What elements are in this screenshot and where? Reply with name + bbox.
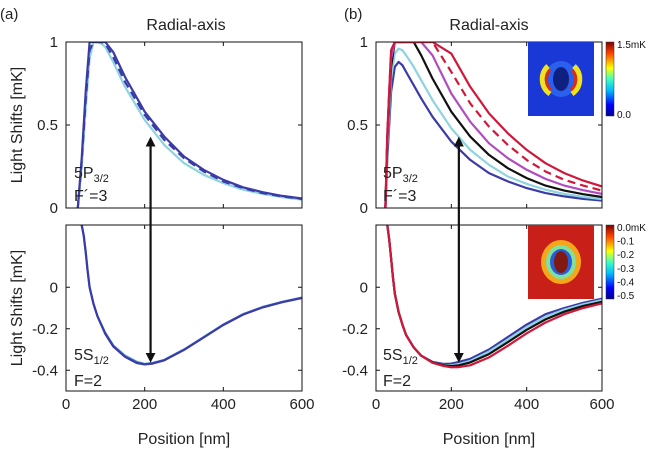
svg-text:5S1/2: 5S1/2 [74, 347, 109, 367]
colorbar-bottom-label: 0.0mK [617, 223, 646, 234]
colorbar-bottom-label: -0.1 [617, 237, 635, 248]
series-line-a-bot-0 [80, 225, 302, 366]
panel-label-b: (b) [344, 6, 362, 23]
y-tick-label: -0.2 [342, 321, 368, 338]
svg-text:F´=3: F´=3 [74, 188, 107, 205]
axes-frame [375, 224, 603, 392]
inset-heatmap-top [528, 42, 594, 116]
x-tick-label: 0 [372, 396, 380, 413]
x-tick-label: 600 [589, 396, 614, 413]
y-tick-label: 0 [50, 200, 58, 217]
series-line-a-top-1 [76, 42, 302, 208]
svg-text:5P3/2: 5P3/2 [74, 165, 109, 185]
ylabel-a-bottom: Light Shifts [mK] [9, 250, 26, 367]
y-tick-label: 1 [50, 34, 58, 51]
panel-label-a: (a) [0, 6, 18, 23]
state-label-a-top: 5P3/2 F´=3 [74, 165, 109, 205]
x-tick-label: 0 [62, 396, 70, 413]
svg-text:F=2: F=2 [383, 373, 411, 390]
y-tick-label: -0.4 [342, 362, 368, 379]
svg-text:F=2: F=2 [74, 373, 102, 390]
series-line-b-top-4 [384, 42, 602, 208]
x-tick-label: 400 [514, 396, 539, 413]
series-line-b-top-3 [384, 42, 602, 208]
plot-b-bottom: 0 200 400 600 0 -0.2 -0.4 [342, 224, 615, 413]
colorbar-bottom-label: -0.4 [617, 277, 635, 288]
axes-frame [65, 224, 303, 392]
colorbar-top-min: 0.0 [617, 110, 631, 121]
x-tick-label: 600 [289, 396, 314, 413]
xlabel-b: Position [nm] [443, 431, 535, 448]
series-line-a-top-0 [76, 42, 302, 208]
y-tick-label: -0.4 [32, 362, 58, 379]
colorbar-bottom: 0.0mK -0.1 -0.2 -0.3 -0.4 -0.5 [605, 223, 646, 302]
series-line-b-top-2 [384, 42, 602, 208]
plot-b-top: 00.51 [347, 34, 603, 217]
series-line-b-bot-3 [386, 225, 602, 369]
svg-text:F´=3: F´=3 [383, 188, 416, 205]
ylabel-a-top: Light Shifts [mK] [9, 67, 26, 184]
svg-text:5S1/2: 5S1/2 [383, 347, 418, 367]
colorbar-top: 1.5mK 0.0 [605, 40, 646, 121]
plot-a-top: 00.51 [37, 34, 303, 217]
title-a: Radial-axis [146, 17, 225, 34]
series-line-a-top-2 [76, 42, 302, 208]
colorbar-bottom-label: -0.3 [617, 264, 635, 275]
y-tick-label: -0.2 [32, 321, 58, 338]
y-tick-label: 0.5 [37, 117, 58, 134]
state-label-a-bottom: 5S1/2 F=2 [74, 347, 109, 390]
y-tick-label: 0.5 [347, 117, 368, 134]
xlabel-a: Position [nm] [138, 431, 230, 448]
plot-a-bottom: 0 200 400 600 0 -0.2 -0.4 [32, 224, 315, 413]
y-tick-label: 1 [360, 34, 368, 51]
colorbar-bottom-label: -0.5 [617, 291, 635, 302]
y-tick-label: 0 [360, 279, 368, 296]
x-tick-label: 400 [211, 396, 236, 413]
series-line-b-top-1 [384, 47, 602, 208]
series-line-b-top-5 [384, 42, 602, 208]
y-tick-label: 0 [50, 279, 58, 296]
svg-text:5P3/2: 5P3/2 [383, 165, 418, 185]
y-tick-label: 0 [360, 200, 368, 217]
state-label-b-bottom: 5S1/2 F=2 [383, 347, 418, 390]
colorbar-top-max: 1.5mK [617, 40, 646, 51]
colorbar-bottom-label: -0.2 [617, 250, 635, 261]
series-line-a-bot-1 [80, 225, 302, 366]
title-b: Radial-axis [449, 17, 528, 34]
series-line-b-top-0 [384, 60, 602, 208]
inset-heatmap-bottom [528, 225, 594, 299]
x-tick-label: 200 [439, 396, 464, 413]
state-label-b-top: 5P3/2 F´=3 [383, 165, 418, 205]
x-tick-label: 200 [132, 396, 157, 413]
